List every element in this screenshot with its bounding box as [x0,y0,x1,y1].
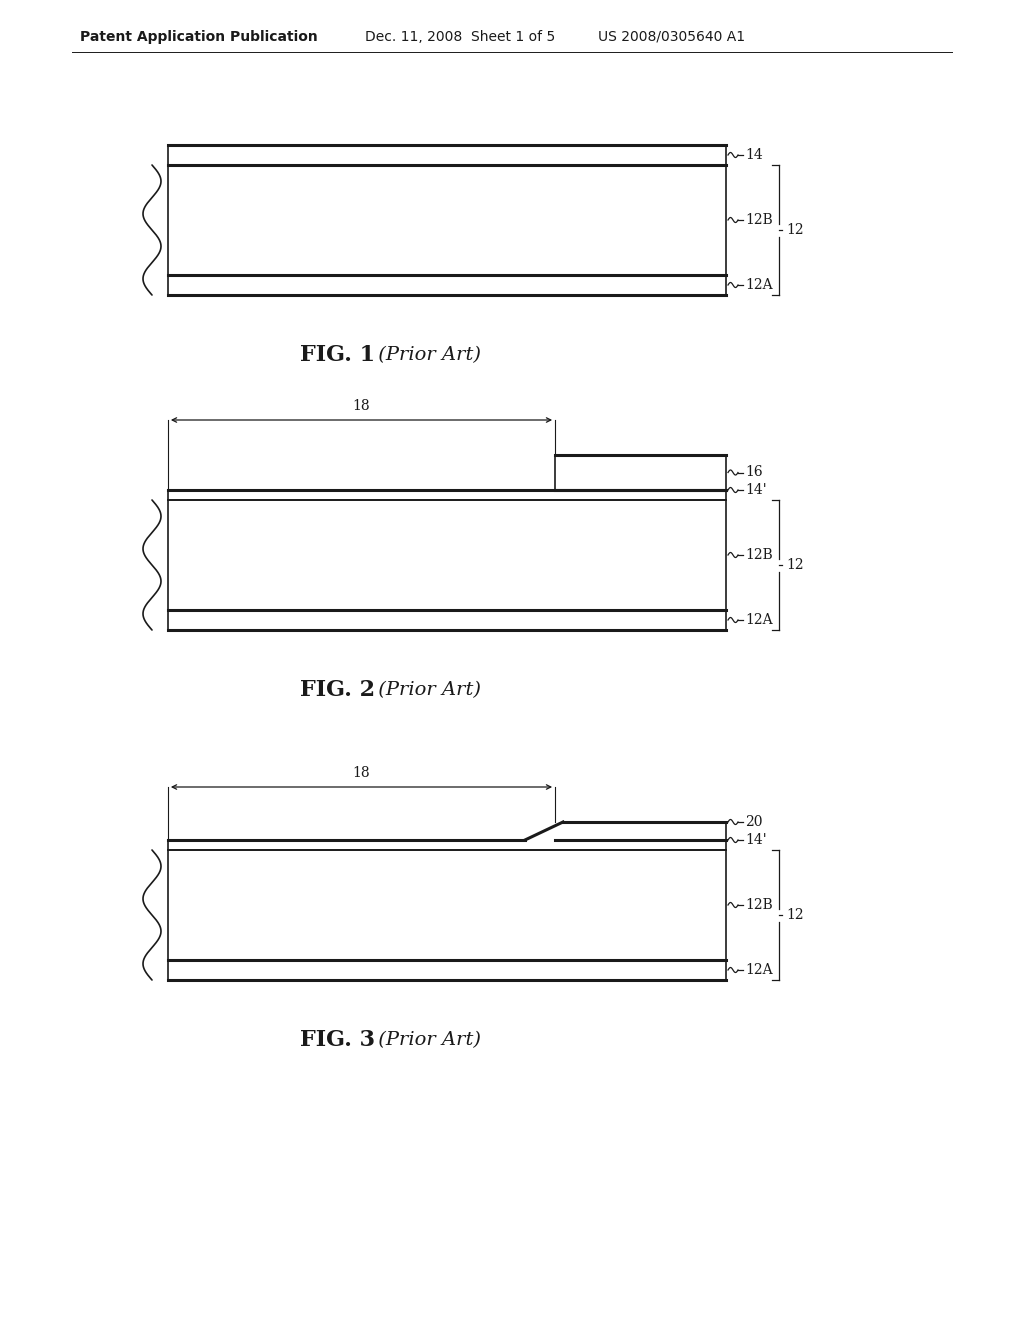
Text: 12A: 12A [745,279,773,292]
Text: 20: 20 [745,814,763,829]
Text: 12B: 12B [745,898,773,912]
Text: FIG. 3: FIG. 3 [300,1030,375,1051]
Text: 12A: 12A [745,964,773,977]
Text: 16: 16 [745,466,763,479]
Text: Dec. 11, 2008  Sheet 1 of 5: Dec. 11, 2008 Sheet 1 of 5 [365,30,555,44]
Text: 12A: 12A [745,612,773,627]
Text: 14': 14' [745,483,767,498]
Text: 14: 14 [745,148,763,162]
Text: (Prior Art): (Prior Art) [372,1031,481,1049]
Text: (Prior Art): (Prior Art) [372,346,481,364]
Text: 12: 12 [786,223,804,238]
Text: 14': 14' [745,833,767,847]
Text: 12: 12 [786,908,804,921]
Text: FIG. 1: FIG. 1 [300,345,375,366]
Text: 12B: 12B [745,213,773,227]
Text: (Prior Art): (Prior Art) [372,681,481,700]
Text: 12B: 12B [745,548,773,562]
Text: 18: 18 [352,399,371,413]
Text: FIG. 2: FIG. 2 [300,678,375,701]
Text: Patent Application Publication: Patent Application Publication [80,30,317,44]
Text: US 2008/0305640 A1: US 2008/0305640 A1 [598,30,745,44]
Text: 18: 18 [352,766,371,780]
Text: 12: 12 [786,558,804,572]
